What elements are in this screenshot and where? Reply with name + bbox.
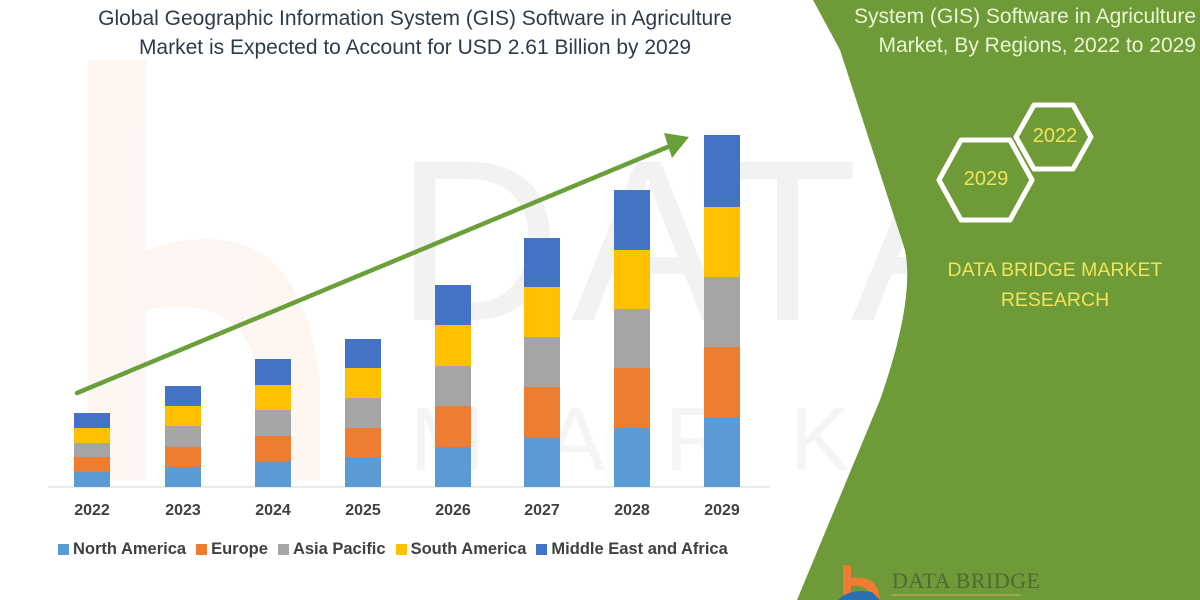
bar-segment-asia-pacific: [165, 426, 201, 447]
green-side-panel: [797, 0, 1200, 600]
hexagon-2022: [1013, 102, 1094, 172]
x-axis-label: 2022: [74, 502, 110, 519]
bottom-logo-icon: [838, 565, 880, 600]
legend-label: Europe: [211, 540, 268, 558]
bar-2029: [704, 135, 740, 487]
bar-segment-asia-pacific: [435, 365, 471, 407]
side-panel-title-line2: Market, By Regions, 2022 to 2029: [878, 34, 1196, 57]
bar-2022: [74, 412, 110, 487]
bar-2025: [345, 338, 381, 487]
bar-segment-asia-pacific: [345, 398, 381, 428]
bar-segment-north-america: [74, 472, 110, 487]
x-axis-label: 2023: [165, 502, 201, 519]
bar-segment-north-america: [345, 457, 381, 487]
bar-segment-south-america: [255, 384, 291, 411]
bar-segment-south-america: [614, 249, 650, 309]
bar-segment-south-america: [435, 325, 471, 366]
legend-item-north-america: North America: [58, 540, 186, 559]
bar-2024: [255, 358, 291, 487]
legend-item-middle-east-and-africa: Middle East and Africa: [536, 540, 728, 559]
bar-segment-asia-pacific: [704, 276, 740, 347]
bar-segment-europe: [704, 346, 740, 417]
x-axis-label: 2028: [614, 502, 650, 519]
chart-title: Global Geographic Information System (GI…: [60, 4, 770, 62]
brand-text-line2: RESEARCH: [1000, 289, 1110, 311]
trend-arrow-head: [664, 133, 689, 158]
brand-text: DATA BRIDGE MARKET RESEARCH: [905, 255, 1200, 315]
bar-segment-south-america: [704, 206, 740, 277]
legend-swatch-icon: [58, 544, 69, 555]
bar-segment-north-america: [255, 461, 291, 487]
bar-segment-north-america: [704, 416, 740, 487]
chart-title-line1: Global Geographic Information System (GI…: [98, 7, 732, 30]
bar-segment-middle-east-and-africa: [345, 338, 381, 369]
bar-segment-europe: [345, 427, 381, 458]
chart-legend: North America Europe Asia Pacific South Ame…: [58, 540, 728, 559]
legend-item-south-america: South America: [395, 540, 527, 559]
legend-label: Asia Pacific: [292, 540, 386, 558]
bar-2026: [435, 284, 471, 487]
bar-segment-south-america: [524, 287, 560, 338]
bar-segment-south-america: [165, 406, 201, 427]
bar-segment-europe: [614, 368, 650, 428]
bar-segment-north-america: [524, 437, 560, 487]
legend-swatch-icon: [536, 544, 548, 555]
hexagon-2029: [936, 137, 1035, 223]
bar-segment-middle-east-and-africa: [524, 237, 560, 288]
bar-segment-north-america: [614, 427, 650, 487]
hex-label-2022: 2022: [1032, 125, 1078, 147]
bar-segment-asia-pacific: [74, 442, 110, 458]
trend-arrow-line: [74, 143, 673, 396]
x-axis-label: 2029: [704, 502, 740, 519]
legend-swatch-icon: [277, 544, 289, 555]
bar-segment-europe: [165, 446, 201, 467]
bar-segment-north-america: [165, 466, 201, 487]
bar-2027: [524, 237, 560, 487]
bar-segment-middle-east-and-africa: [165, 385, 201, 407]
bar-segment-south-america: [345, 368, 381, 399]
bar-segment-middle-east-and-africa: [435, 284, 471, 326]
bar-segment-europe: [524, 387, 560, 438]
hex-label-2029: 2029: [963, 168, 1009, 190]
bar-segment-europe: [435, 406, 471, 447]
bar-segment-north-america: [435, 446, 471, 487]
bottom-logo-text: DATA BRIDGE: [892, 568, 1041, 593]
side-panel-title: System (GIS) Software in Agriculture Mar…: [810, 2, 1200, 60]
chart-title-line2: Market is Expected to Account for USD 2.…: [138, 36, 692, 59]
x-axis-label: 2026: [435, 502, 471, 519]
x-axis-label: 2025: [345, 502, 381, 519]
legend-label: North America: [73, 540, 187, 558]
bar-2028: [614, 190, 650, 487]
bar-segment-middle-east-and-africa: [704, 135, 740, 207]
legend-item-asia-pacific: Asia Pacific: [277, 540, 386, 559]
bar-segment-asia-pacific: [255, 410, 291, 436]
side-panel-title-line1: System (GIS) Software in Agriculture: [854, 5, 1196, 28]
bar-segment-europe: [255, 435, 291, 462]
legend-label: South America: [410, 540, 527, 558]
bar-segment-asia-pacific: [524, 337, 560, 388]
bar-segment-middle-east-and-africa: [614, 190, 650, 250]
brand-text-line1: DATA BRIDGE MARKET: [947, 259, 1163, 281]
bar-segment-middle-east-and-africa: [74, 412, 110, 428]
bar-segment-asia-pacific: [614, 309, 650, 369]
bar-segment-south-america: [74, 427, 110, 443]
legend-item-europe: Europe: [196, 540, 268, 559]
x-axis-label: 2024: [255, 502, 291, 519]
legend-label: Middle East and Africa: [551, 540, 728, 558]
bar-segment-europe: [74, 457, 110, 473]
bar-2023: [165, 385, 201, 487]
legend-swatch-icon: [196, 544, 208, 555]
x-axis-label: 2027: [524, 502, 560, 519]
legend-swatch-icon: [395, 544, 407, 555]
bar-segment-middle-east-and-africa: [255, 358, 291, 385]
